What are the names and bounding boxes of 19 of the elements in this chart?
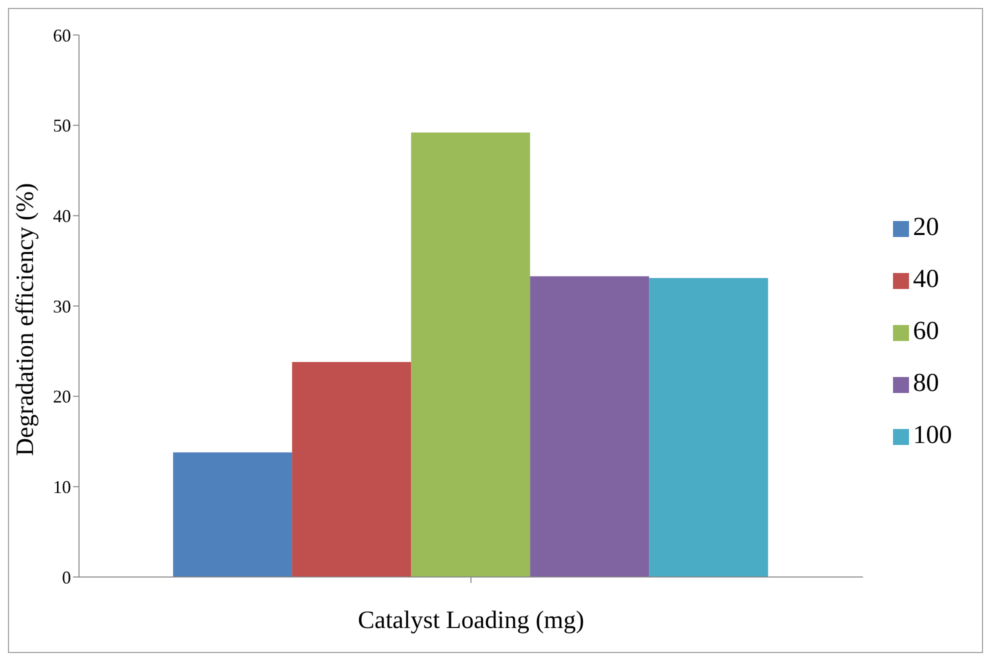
legend-label: 100 bbox=[913, 420, 952, 448]
y-tick-label: 40 bbox=[53, 206, 71, 226]
bar bbox=[530, 276, 650, 577]
y-tick-label: 0 bbox=[62, 567, 71, 588]
y-tick-label: 20 bbox=[53, 386, 71, 407]
y-tick-label: 10 bbox=[53, 477, 71, 498]
y-tick-label: 50 bbox=[53, 116, 71, 136]
legend-label: 40 bbox=[913, 264, 939, 292]
legend-label: 80 bbox=[913, 368, 939, 396]
legend-label: 60 bbox=[913, 316, 939, 344]
x-axis-title: Catalyst Loading (mg) bbox=[358, 607, 584, 634]
bar bbox=[292, 362, 412, 577]
legend-label: 20 bbox=[913, 212, 939, 240]
bar bbox=[411, 132, 530, 577]
y-axis-title: Degradation efficiency (%) bbox=[12, 182, 39, 456]
bar bbox=[649, 278, 768, 577]
y-tick-label: 30 bbox=[53, 296, 71, 316]
y-tick-label: 60 bbox=[53, 25, 71, 46]
bar bbox=[173, 452, 292, 577]
